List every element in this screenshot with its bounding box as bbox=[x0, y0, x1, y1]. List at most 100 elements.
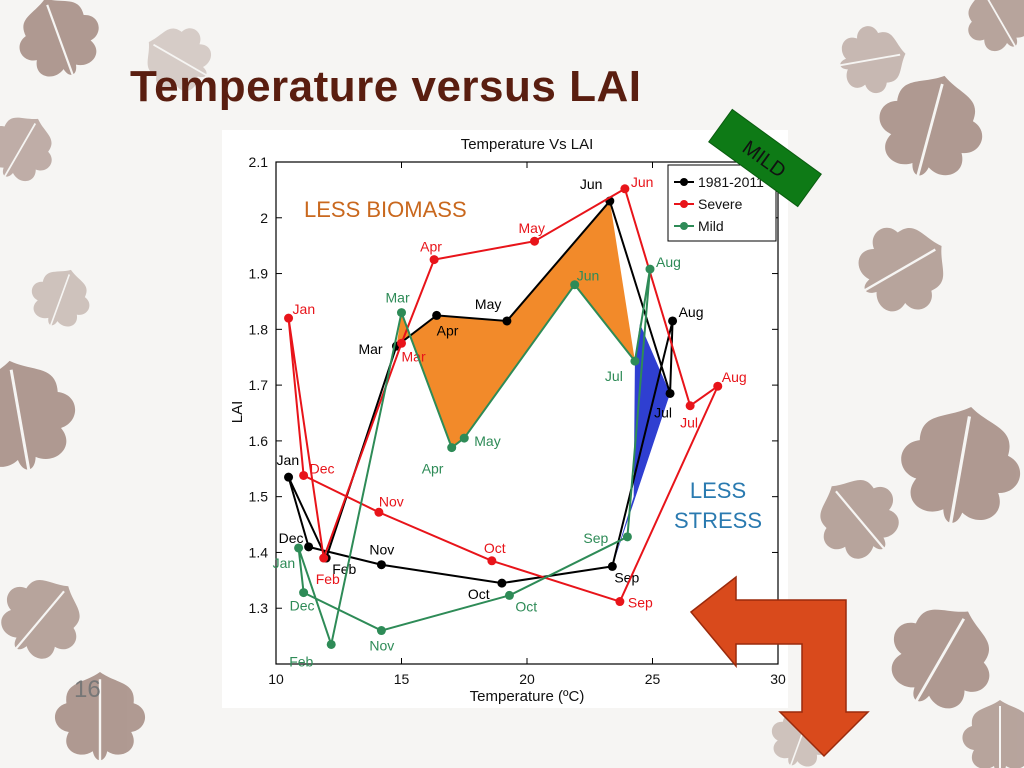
point-label: Jan bbox=[293, 301, 316, 317]
x-tick-label: 10 bbox=[268, 671, 284, 687]
data-point bbox=[570, 280, 580, 290]
less-biomass-label: LESS BIOMASS bbox=[304, 197, 467, 222]
y-tick-label: 1.5 bbox=[249, 489, 269, 505]
data-point bbox=[299, 470, 309, 480]
data-point bbox=[319, 553, 329, 563]
point-label: Jun bbox=[577, 268, 600, 284]
data-point bbox=[294, 543, 304, 553]
data-point bbox=[668, 316, 678, 326]
data-point bbox=[487, 556, 497, 566]
x-tick-label: 30 bbox=[770, 671, 786, 687]
leaf-icon bbox=[1, 580, 80, 659]
point-label: Jan bbox=[277, 452, 300, 468]
leaf-icon bbox=[54, 672, 146, 768]
leaf-icon bbox=[31, 269, 90, 332]
chart-title: Temperature Vs LAI bbox=[461, 136, 594, 153]
data-point bbox=[530, 236, 540, 246]
legend-entry: Mild bbox=[698, 218, 724, 234]
leaf-icon bbox=[0, 360, 76, 483]
leaf-icon bbox=[901, 406, 1020, 537]
leaf-icon bbox=[891, 609, 990, 712]
x-tick-label: 15 bbox=[394, 671, 410, 687]
point-label: Nov bbox=[369, 542, 394, 558]
leaf-icon bbox=[820, 480, 899, 559]
point-label: Jun bbox=[631, 174, 654, 190]
axes: 10 15 20 25 30 1.3 1.4 1.5 1.6 1.7 1.8 1.9 2 2.1 Tempe… bbox=[229, 154, 786, 705]
data-point bbox=[622, 532, 632, 542]
data-point bbox=[284, 472, 294, 482]
data-point bbox=[374, 507, 384, 517]
leaf-icon bbox=[968, 0, 1024, 54]
point-label: Sep bbox=[583, 530, 608, 546]
point-label: Jul bbox=[605, 368, 623, 384]
data-point bbox=[459, 433, 469, 443]
point-label: Mar bbox=[358, 341, 382, 357]
point-label: Dec bbox=[310, 460, 335, 476]
leaf-icon bbox=[879, 75, 983, 188]
point-label: May bbox=[474, 433, 500, 449]
point-label: Jun bbox=[580, 176, 603, 192]
data-point bbox=[502, 316, 512, 326]
point-label: Oct bbox=[484, 540, 506, 556]
point-label: May bbox=[519, 220, 545, 236]
point-label: Mar bbox=[402, 348, 426, 364]
less-stress-label: LESS bbox=[690, 478, 746, 503]
data-point bbox=[326, 639, 336, 649]
legend-marker bbox=[680, 222, 688, 230]
point-label: Dec bbox=[290, 598, 315, 614]
y-tick-label: 1.7 bbox=[249, 377, 269, 393]
data-point bbox=[447, 443, 457, 453]
point-label: Nov bbox=[369, 638, 394, 654]
point-label: Sep bbox=[628, 595, 653, 611]
point-label: Nov bbox=[379, 493, 404, 509]
x-tick-label: 20 bbox=[519, 671, 535, 687]
point-label: Aug bbox=[656, 254, 681, 270]
point-label: Apr bbox=[420, 239, 442, 255]
less-biomass-region bbox=[396, 201, 635, 448]
mild-tag: MILD bbox=[708, 108, 822, 208]
point-label: Mar bbox=[386, 290, 410, 306]
point-label: Dec bbox=[279, 530, 304, 546]
series-mild: Jan Feb Mar Apr May Jun Jul Aug Sep Oct Nov Dec bbox=[273, 254, 681, 669]
data-point bbox=[607, 561, 617, 571]
point-label: Apr bbox=[437, 322, 459, 338]
x-tick-label: 25 bbox=[645, 671, 661, 687]
data-point bbox=[713, 381, 723, 391]
series-1981-2011: Jan Feb Mar Apr May Jun Jul Aug Sep Oct Nov Dec bbox=[277, 176, 704, 602]
data-point bbox=[429, 255, 439, 265]
point-label: Aug bbox=[679, 304, 704, 320]
data-point bbox=[376, 560, 386, 570]
y-tick-label: 1.8 bbox=[249, 321, 269, 337]
data-point bbox=[397, 338, 406, 348]
y-tick-label: 2.1 bbox=[249, 154, 269, 170]
point-label: Oct bbox=[468, 586, 490, 602]
point-label: Aug bbox=[722, 369, 747, 385]
data-point bbox=[284, 313, 294, 323]
leaf-icon bbox=[832, 26, 906, 94]
leaf-icon bbox=[19, 0, 99, 84]
mild-tag-box bbox=[708, 108, 822, 208]
data-point bbox=[665, 388, 675, 398]
point-label: Jan bbox=[273, 555, 296, 571]
point-label: Jul bbox=[680, 415, 698, 431]
data-point bbox=[615, 597, 625, 607]
data-point bbox=[620, 184, 630, 194]
leaf-icon bbox=[147, 28, 214, 92]
point-label: Feb bbox=[316, 571, 340, 587]
point-label: Jul bbox=[654, 404, 672, 420]
page-number: 16 bbox=[74, 676, 101, 703]
legend-marker bbox=[680, 178, 688, 186]
point-label: Oct bbox=[515, 598, 537, 614]
data-point bbox=[397, 308, 406, 318]
data-point bbox=[299, 588, 309, 598]
y-tick-label: 1.3 bbox=[249, 600, 269, 616]
data-point bbox=[504, 590, 514, 600]
data-point bbox=[304, 542, 314, 552]
y-tick-label: 1.4 bbox=[249, 544, 269, 560]
y-tick-label: 1.6 bbox=[249, 433, 269, 449]
data-point bbox=[630, 356, 640, 366]
point-label: Apr bbox=[422, 461, 444, 477]
data-point bbox=[497, 578, 507, 588]
